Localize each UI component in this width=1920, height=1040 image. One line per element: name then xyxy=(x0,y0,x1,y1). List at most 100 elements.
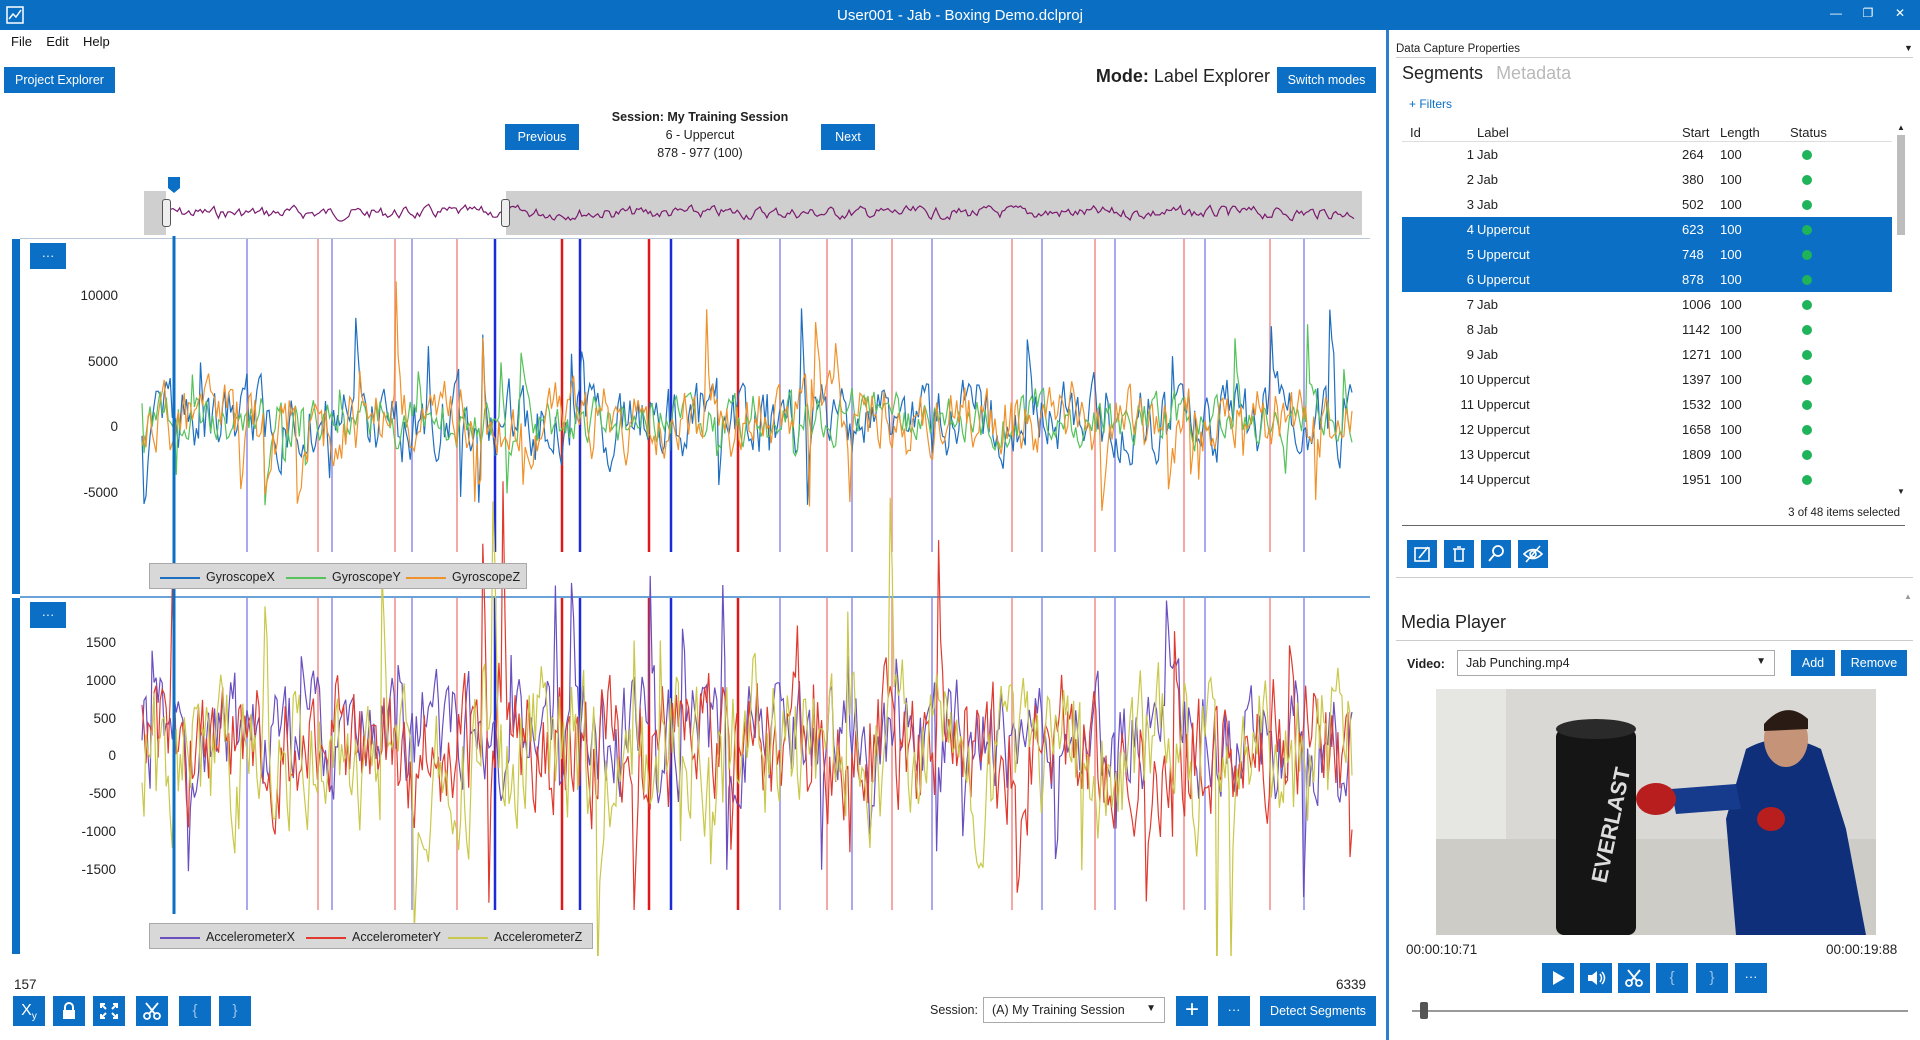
accel-more-button[interactable]: ··· xyxy=(30,602,66,628)
scroll-down-icon[interactable]: ▼ xyxy=(1897,487,1905,496)
video-bracket-close-button[interactable]: } xyxy=(1696,963,1728,993)
seek-slider-handle[interactable] xyxy=(1420,1002,1428,1019)
session-more-button[interactable]: ··· xyxy=(1218,996,1250,1026)
detect-segments-button[interactable]: Detect Segments xyxy=(1260,996,1376,1026)
scroll-up-icon[interactable]: ▲ xyxy=(1904,592,1912,601)
session-select[interactable]: (A) My Training Session ▼ xyxy=(983,997,1165,1023)
panel-splitter[interactable] xyxy=(20,596,1370,598)
eye-hidden-icon xyxy=(1522,545,1544,563)
table-row[interactable]: 3 Jab 502 100 xyxy=(1402,192,1892,217)
previous-button[interactable]: Previous xyxy=(505,124,579,150)
cut-button[interactable] xyxy=(136,996,168,1026)
cell-id: 8 xyxy=(1466,322,1474,337)
table-row[interactable]: 14 Uppercut 1951 100 xyxy=(1402,467,1892,492)
accel-legend: AccelerometerX AccelerometerY Accelerome… xyxy=(149,923,593,949)
video-frame[interactable]: EVERLAST xyxy=(1436,689,1876,935)
table-row[interactable]: 7 Jab 1006 100 xyxy=(1402,292,1892,317)
tab-segments[interactable]: Segments xyxy=(1402,63,1484,83)
scroll-up-icon[interactable]: ▲ xyxy=(1897,123,1905,132)
video-select[interactable]: Jab Punching.mp4 ▼ xyxy=(1457,650,1775,676)
edit-segment-button[interactable] xyxy=(1407,540,1437,568)
table-row[interactable]: 12 Uppercut 1658 100 xyxy=(1402,417,1892,442)
magnifier-icon xyxy=(1488,545,1504,562)
overview-handle-right[interactable] xyxy=(501,199,510,227)
filters-toggle[interactable]: + Filters xyxy=(1409,97,1453,111)
add-session-button[interactable]: + xyxy=(1176,996,1208,1026)
tab-metadata[interactable]: Metadata xyxy=(1496,63,1572,83)
video-cut-button[interactable] xyxy=(1618,963,1650,993)
status-ok-icon xyxy=(1802,475,1812,485)
cell-id: 3 xyxy=(1466,197,1474,212)
column-header-id[interactable]: Id xyxy=(1410,125,1421,140)
table-row[interactable]: 1 Jab 264 100 xyxy=(1402,142,1892,167)
time-total: 00:00:19:88 xyxy=(1826,942,1898,957)
table-row[interactable]: 4 Uppercut 623 100 xyxy=(1402,217,1892,242)
segments-scrollbar[interactable]: ▲ ▼ xyxy=(1895,123,1907,496)
chevron-down-icon[interactable]: ▼ xyxy=(1904,43,1913,53)
items-selected-count: 3 of 48 items selected xyxy=(1788,507,1900,519)
table-row[interactable]: 13 Uppercut 1809 100 xyxy=(1402,442,1892,467)
column-header-label[interactable]: Label xyxy=(1477,125,1509,140)
media-player-title: Media Player xyxy=(1401,612,1507,632)
restore-icon[interactable]: ❐ xyxy=(1862,6,1874,20)
table-row[interactable]: 6 Uppercut 878 100 xyxy=(1402,267,1892,292)
switch-modes-button[interactable]: Switch modes xyxy=(1277,67,1376,93)
remove-video-button[interactable]: Remove xyxy=(1841,650,1907,676)
seek-track[interactable] xyxy=(1412,1010,1908,1012)
bracket-close-button[interactable]: } xyxy=(219,996,251,1026)
time-current: 00:00:10:71 xyxy=(1406,942,1478,957)
column-header-start[interactable]: Start xyxy=(1682,125,1710,140)
play-button[interactable] xyxy=(1542,963,1574,993)
delete-segment-button[interactable] xyxy=(1444,540,1474,568)
status-ok-icon xyxy=(1802,350,1812,360)
gyro-more-button[interactable]: ··· xyxy=(30,243,66,269)
video-bracket-open-button[interactable]: { xyxy=(1656,963,1688,993)
bracket-open-button[interactable]: { xyxy=(179,996,211,1026)
table-row[interactable]: 9 Jab 1271 100 xyxy=(1402,342,1892,367)
menu-file[interactable]: File xyxy=(11,34,32,49)
properties-header-line xyxy=(1396,57,1913,58)
chevron-down-icon: ▼ xyxy=(1146,1003,1156,1014)
media-header-line xyxy=(1396,640,1913,641)
cell-id: 6 xyxy=(1466,272,1474,287)
add-video-button[interactable]: Add xyxy=(1791,650,1835,676)
menu-edit[interactable]: Edit xyxy=(46,34,69,49)
menu-help[interactable]: Help xyxy=(83,34,110,49)
volume-button[interactable] xyxy=(1580,963,1612,993)
column-header-status[interactable]: Status xyxy=(1790,125,1827,140)
accel-ytick: -500 xyxy=(88,786,116,801)
cell-start: 1142 xyxy=(1682,322,1710,337)
scroll-thumb[interactable] xyxy=(1897,135,1905,235)
hide-segments-button[interactable] xyxy=(1518,540,1548,568)
sensor-plots[interactable] xyxy=(12,236,1372,956)
find-segment-button[interactable] xyxy=(1481,540,1511,568)
status-ok-icon xyxy=(1802,250,1812,260)
timeline-overview[interactable] xyxy=(144,191,1362,235)
panel-divider[interactable] xyxy=(1386,30,1389,1040)
table-row[interactable]: 11 Uppercut 1532 100 xyxy=(1402,392,1892,417)
close-icon[interactable]: ✕ xyxy=(1894,6,1906,20)
next-button[interactable]: Next xyxy=(821,124,875,150)
video-label: Video: xyxy=(1407,657,1445,671)
playhead-marker-icon[interactable] xyxy=(167,176,181,194)
overview-handle-left[interactable] xyxy=(162,199,171,227)
cell-id: 14 xyxy=(1459,472,1474,487)
legend-gyroscope-x: GyroscopeX xyxy=(160,570,275,584)
lock-button[interactable] xyxy=(53,996,85,1026)
fit-view-button[interactable] xyxy=(93,996,125,1026)
gyro-ytick: 5000 xyxy=(87,354,118,369)
project-explorer-button[interactable]: Project Explorer xyxy=(4,67,115,93)
trash-icon xyxy=(1453,546,1465,562)
accelerometer-z-line xyxy=(141,497,1353,956)
column-header-length[interactable]: Length xyxy=(1720,125,1760,140)
table-row[interactable]: 8 Jab 1142 100 xyxy=(1402,317,1892,342)
properties-header: Data Capture Properties xyxy=(1396,43,1521,55)
cell-length: 100 xyxy=(1720,472,1742,487)
xy-mode-button[interactable]: Xy xyxy=(13,996,45,1026)
cell-label: Uppercut xyxy=(1477,447,1530,462)
table-row[interactable]: 10 Uppercut 1397 100 xyxy=(1402,367,1892,392)
video-more-button[interactable]: ··· xyxy=(1735,963,1767,993)
table-row[interactable]: 2 Jab 380 100 xyxy=(1402,167,1892,192)
minimize-icon[interactable]: — xyxy=(1830,6,1842,20)
table-row[interactable]: 5 Uppercut 748 100 xyxy=(1402,242,1892,267)
